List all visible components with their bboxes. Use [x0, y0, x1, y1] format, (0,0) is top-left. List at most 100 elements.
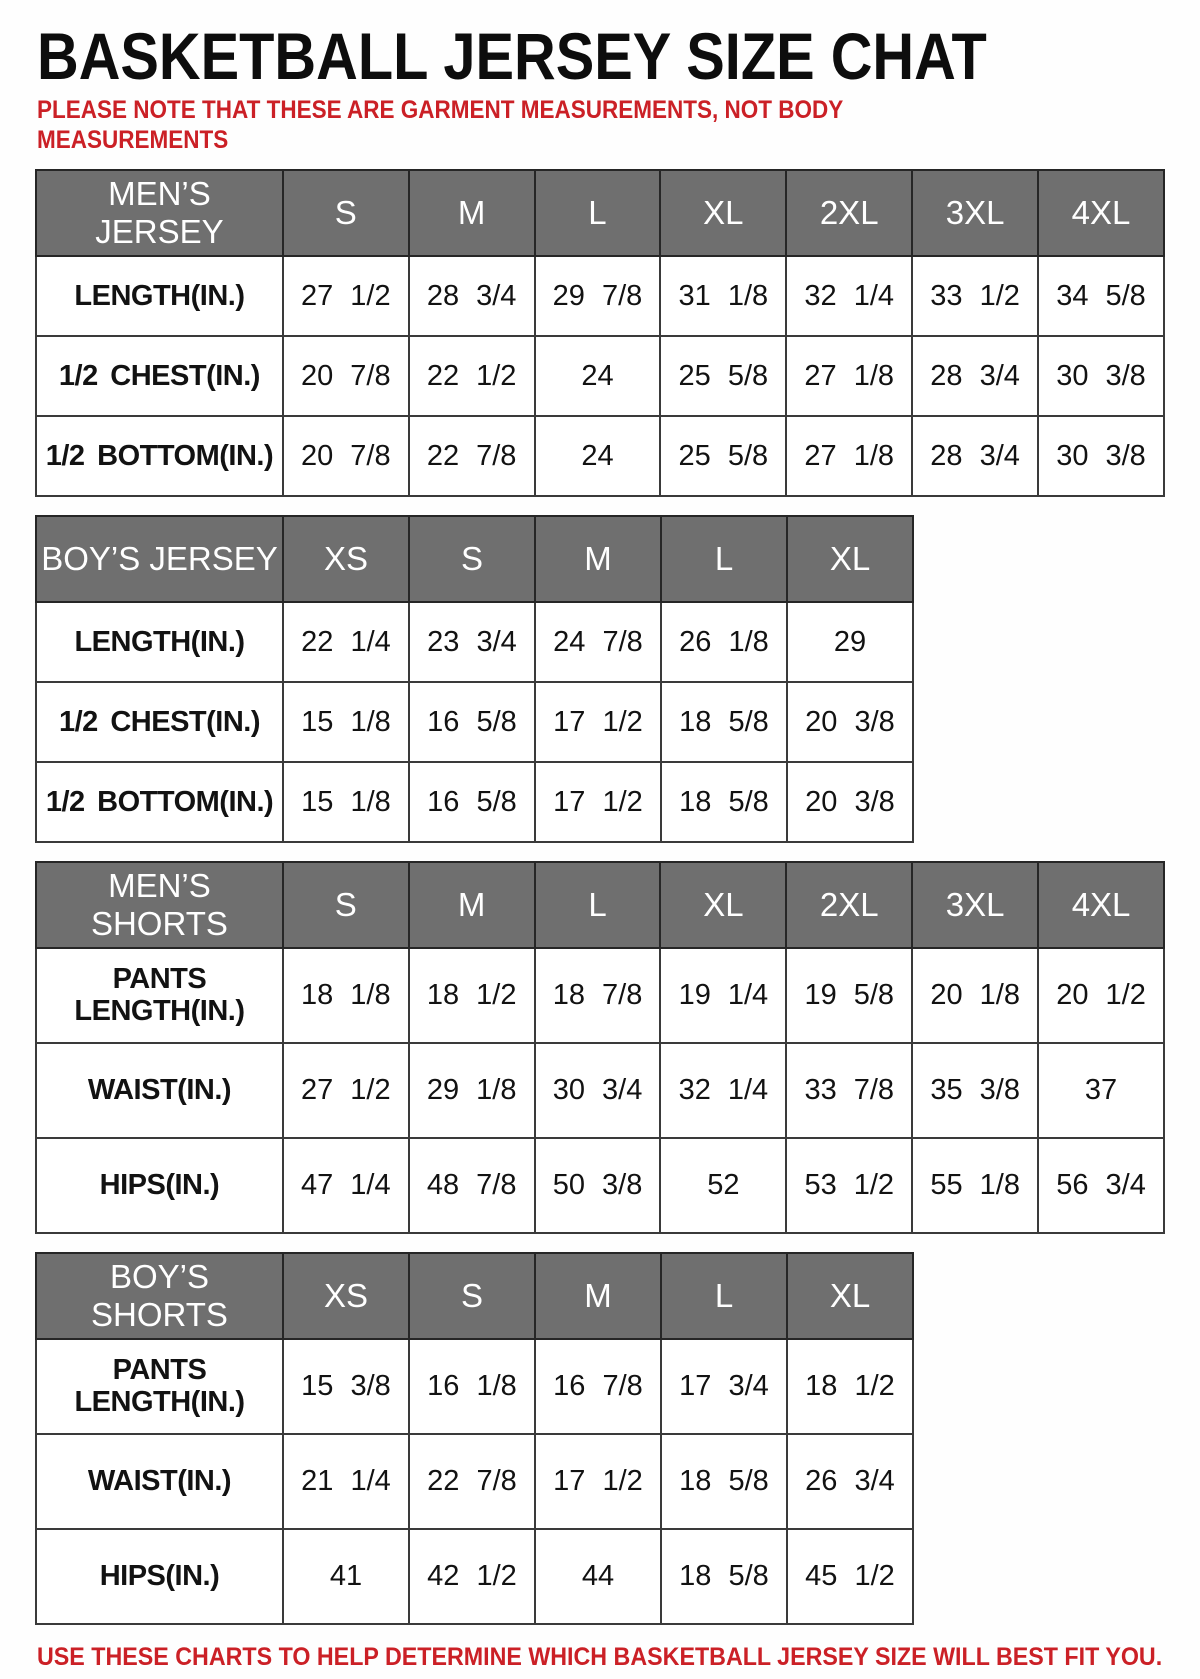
size-value-cell: 19 1/4 [659, 947, 788, 1045]
size-value-cell: 19 5/8 [785, 947, 914, 1045]
size-value-cell: 30 3/8 [1037, 335, 1165, 418]
row-label: PANTS LENGTH(IN.) [35, 947, 284, 1045]
size-header-xl: XL [786, 1252, 914, 1341]
row-label: HIPS(IN.) [35, 1137, 284, 1235]
size-value-cell: 28 3/4 [911, 415, 1040, 498]
size-value-cell: 26 1/8 [660, 601, 788, 684]
size-value-cell: 24 7/8 [534, 601, 662, 684]
boy-s-jersey-header-row: BOY’S JERSEY XS S M L XL [35, 515, 914, 604]
size-value-cell: 16 7/8 [534, 1338, 662, 1436]
size-value-cell: 17 1/2 [534, 681, 662, 764]
boy-s-shorts-row-hips-in: HIPS(IN.) 41 42 1/2 44 18 5/8 45 1/2 [35, 1528, 914, 1626]
size-value-cell: 41 [282, 1528, 410, 1626]
fit-guidance-note: USE THESE CHARTS TO HELP DETERMINE WHICH… [37, 1643, 1163, 1672]
size-value-cell: 15 3/8 [282, 1338, 410, 1436]
men-s-shorts-header-row: MEN’S SHORTS S M L XL 2XL 3XL 4XL [35, 861, 1165, 950]
size-header-3xl: 3XL [911, 861, 1040, 950]
size-header-xl: XL [659, 861, 788, 950]
size-value-cell: 32 1/4 [659, 1042, 788, 1140]
row-label: WAIST(IN.) [35, 1433, 284, 1531]
size-value-cell: 27 1/8 [785, 335, 914, 418]
size-value-cell: 48 7/8 [407, 1137, 536, 1235]
size-header-xl: XL [659, 169, 788, 258]
boy-s-jersey-table: BOY’S JERSEY XS S M L XL LENGTH(IN.) 22 1/4 23 3… [35, 515, 914, 844]
size-value-cell: 17 3/4 [660, 1338, 788, 1436]
size-value-cell: 30 3/4 [533, 1042, 662, 1140]
size-header-s: S [408, 1252, 536, 1341]
size-value-cell: 18 5/8 [660, 761, 788, 844]
size-header-s: S [281, 169, 410, 258]
size-value-cell: 18 1/2 [786, 1338, 914, 1436]
size-value-cell: 47 1/4 [281, 1137, 410, 1235]
men-s-shorts-row-hips-in: HIPS(IN.) 47 1/4 48 7/8 50 3/8 52 53 1/2 55 1/… [35, 1137, 1165, 1235]
size-value-cell: 27 1/2 [281, 1042, 410, 1140]
size-header-xs: XS [282, 515, 410, 604]
size-value-cell: 34 5/8 [1037, 255, 1165, 338]
boy-s-jersey-title-cell: BOY’S JERSEY [35, 515, 284, 604]
size-value-cell: 33 7/8 [785, 1042, 914, 1140]
row-label: WAIST(IN.) [35, 1042, 284, 1140]
row-label: PANTS LENGTH(IN.) [35, 1338, 284, 1436]
size-value-cell: 17 1/2 [534, 761, 662, 844]
row-label: LENGTH(IN.) [35, 601, 284, 684]
men-s-shorts-row-pants-length-in: PANTS LENGTH(IN.) 18 1/8 18 1/2 18 7/8 19 1/… [35, 947, 1165, 1045]
size-value-cell: 35 3/8 [911, 1042, 1040, 1140]
size-value-cell: 22 7/8 [408, 1433, 536, 1531]
size-value-cell: 53 1/2 [785, 1137, 914, 1235]
boy-s-shorts-title-cell: BOY’S SHORTS [35, 1252, 284, 1341]
size-header-s: S [281, 861, 410, 950]
size-value-cell: 16 5/8 [408, 761, 536, 844]
boy-s-shorts-header-row: BOY’S SHORTS XS S M L XL [35, 1252, 914, 1341]
size-value-cell: 15 1/8 [282, 681, 410, 764]
size-value-cell: 16 5/8 [408, 681, 536, 764]
size-value-cell: 18 5/8 [660, 1528, 788, 1626]
size-value-cell: 27 1/2 [281, 255, 410, 338]
size-value-cell: 28 3/4 [911, 335, 1040, 418]
size-value-cell: 20 3/8 [786, 761, 914, 844]
size-value-cell: 18 7/8 [533, 947, 662, 1045]
size-value-cell: 25 5/8 [659, 415, 788, 498]
men-s-jersey-header-row: MEN’S JERSEY S M L XL 2XL 3XL 4XL [35, 169, 1165, 258]
size-header-l: L [533, 861, 662, 950]
boy-s-jersey-row-1-2-bottom-in: 1/2 BOTTOM(IN.) 15 1/8 16 5/8 17 1/2 18 5/8 2… [35, 761, 914, 844]
size-value-cell: 24 [533, 335, 662, 418]
size-value-cell: 50 3/8 [533, 1137, 662, 1235]
size-value-cell: 20 7/8 [281, 415, 410, 498]
boy-s-shorts-row-pants-length-in: PANTS LENGTH(IN.) 15 3/8 16 1/8 16 7/8 17 3/… [35, 1338, 914, 1436]
garment-measurement-note: PLEASE NOTE THAT THESE ARE GARMENT MEASU… [37, 96, 843, 155]
size-value-cell: 52 [659, 1137, 788, 1235]
size-value-cell: 22 7/8 [407, 415, 536, 498]
boy-s-shorts-row-waist-in: WAIST(IN.) 21 1/4 22 7/8 17 1/2 18 5/8 26 3/4 [35, 1433, 914, 1531]
size-value-cell: 31 1/8 [659, 255, 788, 338]
size-value-cell: 28 3/4 [407, 255, 536, 338]
men-s-jersey-row-length-in: LENGTH(IN.) 27 1/2 28 3/4 29 7/8 31 1/8 32 1/… [35, 255, 1165, 338]
size-header-2xl: 2XL [785, 861, 914, 950]
men-s-jersey-table: MEN’S JERSEY S M L XL 2XL 3XL 4XL LENGTH(IN.) 27 … [35, 169, 1165, 498]
size-value-cell: 26 3/4 [786, 1433, 914, 1531]
size-value-cell: 17 1/2 [534, 1433, 662, 1531]
size-header-3xl: 3XL [911, 169, 1040, 258]
row-label: 1/2 BOTTOM(IN.) [35, 415, 284, 498]
row-label: 1/2 BOTTOM(IN.) [35, 761, 284, 844]
size-header-4xl: 4XL [1037, 861, 1165, 950]
size-value-cell: 15 1/8 [282, 761, 410, 844]
size-value-cell: 18 1/8 [281, 947, 410, 1045]
size-value-cell: 37 [1037, 1042, 1165, 1140]
size-header-m: M [407, 169, 536, 258]
size-value-cell: 25 5/8 [659, 335, 788, 418]
row-label: HIPS(IN.) [35, 1528, 284, 1626]
size-header-s: S [408, 515, 536, 604]
size-value-cell: 18 5/8 [660, 681, 788, 764]
size-value-cell: 29 7/8 [533, 255, 662, 338]
size-value-cell: 45 1/2 [786, 1528, 914, 1626]
size-header-l: L [660, 515, 788, 604]
size-header-l: L [660, 1252, 788, 1341]
size-value-cell: 33 1/2 [911, 255, 1040, 338]
size-value-cell: 27 1/8 [785, 415, 914, 498]
size-value-cell: 20 7/8 [281, 335, 410, 418]
size-value-cell: 22 1/4 [282, 601, 410, 684]
size-value-cell: 29 [786, 601, 914, 684]
men-s-shorts-row-waist-in: WAIST(IN.) 27 1/2 29 1/8 30 3/4 32 1/4 33 7/8… [35, 1042, 1165, 1140]
size-value-cell: 32 1/4 [785, 255, 914, 338]
boy-s-jersey-row-length-in: LENGTH(IN.) 22 1/4 23 3/4 24 7/8 26 1/8 29 [35, 601, 914, 684]
